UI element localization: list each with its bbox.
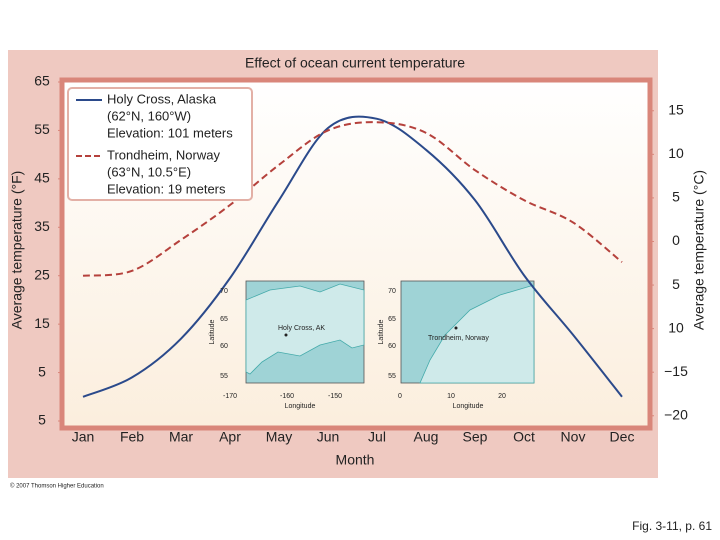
- legend-box: [67, 87, 253, 201]
- series-line: [82, 121, 623, 277]
- inset-lon-tick: 0: [398, 393, 402, 400]
- x-tick-label: Feb: [120, 429, 144, 445]
- series-line: [82, 115, 623, 398]
- inset-lat-label: Latitude: [209, 319, 216, 344]
- y-tick-label: 45: [34, 170, 50, 186]
- legend-detail: Elevation: 101 meters: [107, 125, 233, 140]
- x-tick-label: Nov: [561, 429, 586, 445]
- y2-tick-label: 15: [668, 101, 684, 117]
- x-tick-label: Jan: [72, 429, 95, 445]
- inset-lon-label: Longitude: [285, 403, 316, 410]
- x-tick-label: Aug: [414, 429, 439, 445]
- inset-place: Trondheim, Norway: [428, 335, 489, 342]
- y2-tick-label: 5: [672, 276, 680, 292]
- legend-detail: (63°N, 10.5°E): [107, 164, 191, 179]
- inset-lat-tick: 60: [220, 343, 228, 350]
- inset-lat-tick: 55: [220, 373, 228, 380]
- y-tick-label: 65: [34, 73, 50, 89]
- inset-lon-tick: -150: [328, 393, 342, 400]
- inset-lat-tick: 65: [220, 316, 228, 323]
- y2-tick-label: 10: [668, 319, 684, 335]
- x-tick-label: Jun: [317, 429, 340, 445]
- legend-label: Holy Cross, Alaska: [107, 91, 217, 106]
- y2-tick-label: 10: [668, 145, 684, 161]
- inset-lon-tick: 20: [498, 393, 506, 400]
- legend-detail: Elevation: 19 meters: [107, 181, 226, 196]
- x-tick-label: May: [266, 429, 292, 445]
- y2-tick-label: −15: [664, 363, 688, 379]
- legend-label: Trondheim, Norway: [107, 147, 220, 162]
- inset-lat-tick: 60: [388, 343, 396, 350]
- inset-lat-tick: 70: [388, 288, 396, 295]
- inset-lat-tick: 70: [220, 288, 228, 295]
- inset-lat-tick: 55: [388, 373, 396, 380]
- y-axis-title: Average temperature (°F): [9, 171, 25, 330]
- x-tick-label: Mar: [169, 429, 193, 445]
- y2-tick-label: −20: [664, 406, 688, 422]
- y2-tick-label: 0: [672, 232, 680, 248]
- x-tick-label: Jul: [368, 429, 386, 445]
- y2-axis-title: Average temperature (°C): [691, 170, 707, 330]
- y-tick-label: 25: [34, 266, 50, 282]
- legend-detail: (62°N, 160°W): [107, 108, 191, 123]
- inset-lat-tick: 65: [388, 316, 396, 323]
- y-tick-label: 35: [34, 218, 50, 234]
- inset-lon-tick: 10: [447, 393, 455, 400]
- caption: Fig. 3-11, p. 61: [632, 519, 712, 533]
- x-tick-label: Dec: [610, 429, 635, 445]
- x-tick-label: Oct: [513, 429, 535, 445]
- y2-tick-label: 5: [672, 189, 680, 205]
- x-tick-label: Apr: [219, 429, 241, 445]
- y-tick-label: 5: [38, 363, 46, 379]
- x-axis-title: Month: [336, 452, 375, 468]
- copyright: © 2007 Thomson Higher Education: [10, 483, 104, 490]
- x-tick-label: Sep: [463, 429, 488, 445]
- inset-lon-label: Longitude: [453, 403, 484, 410]
- chart-title: Effect of ocean current temperature: [245, 55, 465, 71]
- inset-lon-tick: -160: [280, 393, 294, 400]
- inset-lon-tick: -170: [223, 393, 237, 400]
- y-tick-label: 55: [34, 121, 50, 137]
- inset-map: [245, 280, 535, 384]
- y-tick-label: 15: [34, 315, 50, 331]
- inset-place: Holy Cross, AK: [278, 325, 325, 332]
- y-tick-label: 5: [38, 412, 46, 428]
- inset-lat-label: Latitude: [378, 319, 385, 344]
